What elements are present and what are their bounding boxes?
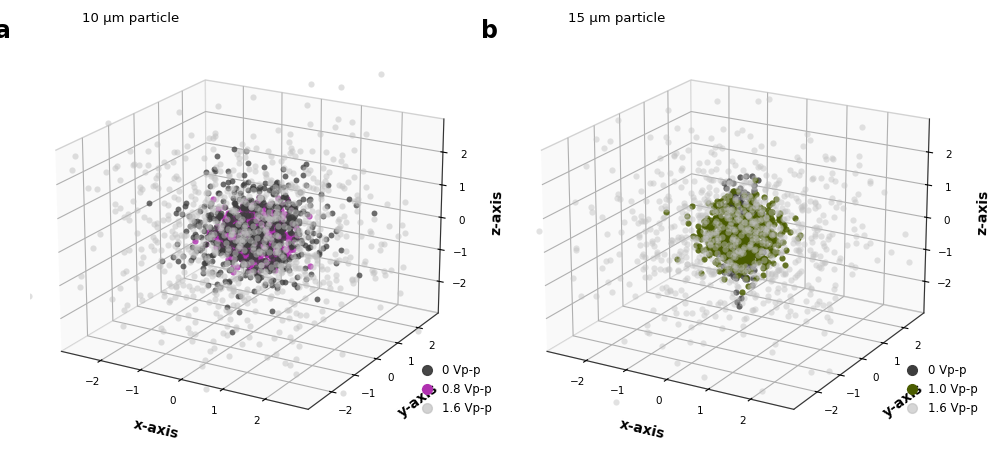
Text: b: b	[481, 19, 498, 43]
Y-axis label: y-axis: y-axis	[395, 381, 440, 420]
Text: 10 μm particle: 10 μm particle	[82, 12, 179, 25]
X-axis label: x-axis: x-axis	[617, 418, 666, 442]
Legend: 0 Vp-p, 0.8 Vp-p, 1.6 Vp-p: 0 Vp-p, 0.8 Vp-p, 1.6 Vp-p	[412, 362, 495, 417]
X-axis label: x-axis: x-axis	[132, 418, 180, 442]
Text: a: a	[0, 19, 11, 43]
Y-axis label: y-axis: y-axis	[881, 381, 926, 420]
Legend: 0 Vp-p, 1.0 Vp-p, 1.6 Vp-p: 0 Vp-p, 1.0 Vp-p, 1.6 Vp-p	[898, 362, 980, 417]
Text: 15 μm particle: 15 μm particle	[568, 12, 665, 25]
